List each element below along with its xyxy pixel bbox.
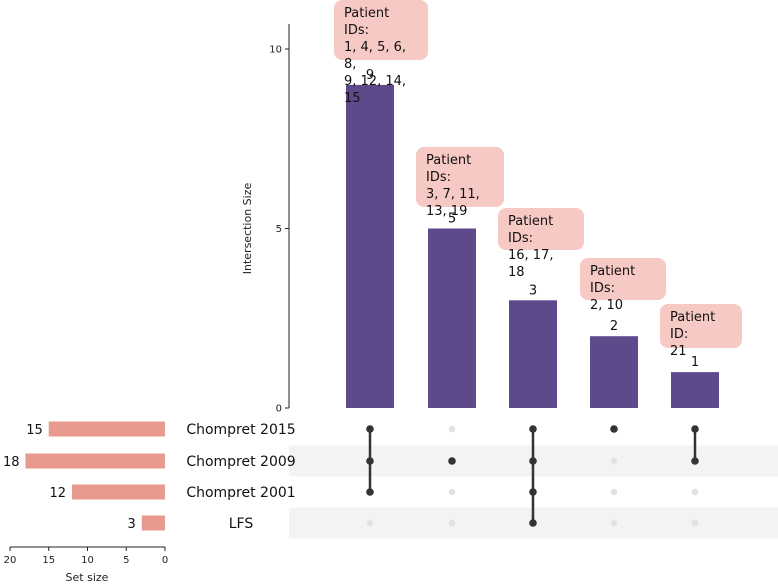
matrix-dot-active (529, 457, 537, 465)
set-size-label: 3 (127, 517, 135, 532)
intersection-bar (346, 84, 394, 409)
bar-value-label: 9 (366, 68, 374, 83)
matrix-dot-inactive (610, 519, 618, 527)
patient-ids-callout: Patient IDs: 3, 7, 11, 13, 19 (416, 147, 504, 219)
matrix-dot-inactive (448, 519, 456, 527)
y-tick-label: 10 (269, 45, 282, 56)
bar-value-label: 2 (610, 319, 618, 334)
intersection-bar (509, 300, 557, 408)
set-size-label: 15 (26, 423, 43, 438)
intersection-y-axis: 0 5 10 Intersection Size (241, 24, 290, 415)
intersection-bar (590, 336, 638, 408)
set-size-bar (72, 484, 165, 500)
matrix-dot-active (691, 425, 699, 433)
intersection-bars (346, 84, 719, 409)
matrix-dot-active (366, 425, 374, 433)
set-size-tick-label: 20 (4, 555, 17, 566)
matrix-dot-active (529, 488, 537, 496)
set-size-label: 12 (49, 486, 66, 501)
intersection-matrix (366, 425, 699, 527)
matrix-dot-active (529, 425, 537, 433)
matrix-dot-active (366, 457, 374, 465)
set-size-counts: 15 18 12 3 (3, 423, 136, 532)
y-tick-label: 5 (276, 224, 282, 235)
set-size-bar (25, 453, 165, 469)
set-name-labels: Chompret 2015 Chompret 2009 Chompret 200… (186, 422, 295, 532)
bar-value-label: 3 (529, 283, 537, 298)
set-size-tick-label: 0 (162, 555, 168, 566)
matrix-dot-active (366, 488, 374, 496)
intersection-bar (428, 228, 476, 408)
matrix-dot-inactive (610, 457, 618, 465)
patient-ids-callout: Patient ID: 21 (660, 304, 742, 359)
set-name-label: Chompret 2015 (186, 422, 295, 438)
matrix-dot-inactive (691, 488, 699, 496)
set-name-label: LFS (229, 516, 254, 532)
set-size-bar (48, 421, 165, 437)
set-size-label: 18 (3, 455, 20, 470)
matrix-dot-inactive (691, 519, 699, 527)
patient-ids-callout: Patient IDs: 1, 4, 5, 6, 8, 9, 12, 14, 1… (334, 0, 428, 106)
matrix-dot-inactive (366, 519, 374, 527)
set-name-label: Chompret 2001 (186, 485, 295, 501)
bar-value-label: 5 (448, 212, 456, 227)
intersection-bar (671, 372, 719, 408)
intersection-bar-labels: 9 5 3 2 1 (366, 68, 699, 370)
set-size-tick-label: 5 (123, 555, 129, 566)
set-size-bars (25, 421, 165, 531)
matrix-dot-inactive (610, 488, 618, 496)
y-axis-title: Intersection Size (241, 183, 254, 275)
set-size-x-axis: 20 15 10 5 0 Set size (4, 546, 168, 584)
y-tick-label: 0 (276, 404, 282, 415)
matrix-dot-active (610, 425, 618, 433)
bar-value-label: 1 (691, 355, 699, 370)
patient-ids-callout: Patient IDs: 2, 10 (580, 258, 666, 313)
matrix-dot-inactive (448, 488, 456, 496)
matrix-dot-active (529, 519, 537, 527)
patient-ids-callout: Patient IDs: 16, 17, 18 (498, 208, 584, 280)
set-size-bar (141, 515, 165, 531)
set-size-tick-label: 15 (42, 555, 55, 566)
matrix-dot-inactive (448, 425, 456, 433)
matrix-dot-active (691, 457, 699, 465)
set-size-axis-title: Set size (66, 571, 109, 584)
set-name-label: Chompret 2009 (186, 454, 295, 470)
set-size-tick-label: 10 (81, 555, 94, 566)
matrix-dot-active (448, 457, 456, 465)
